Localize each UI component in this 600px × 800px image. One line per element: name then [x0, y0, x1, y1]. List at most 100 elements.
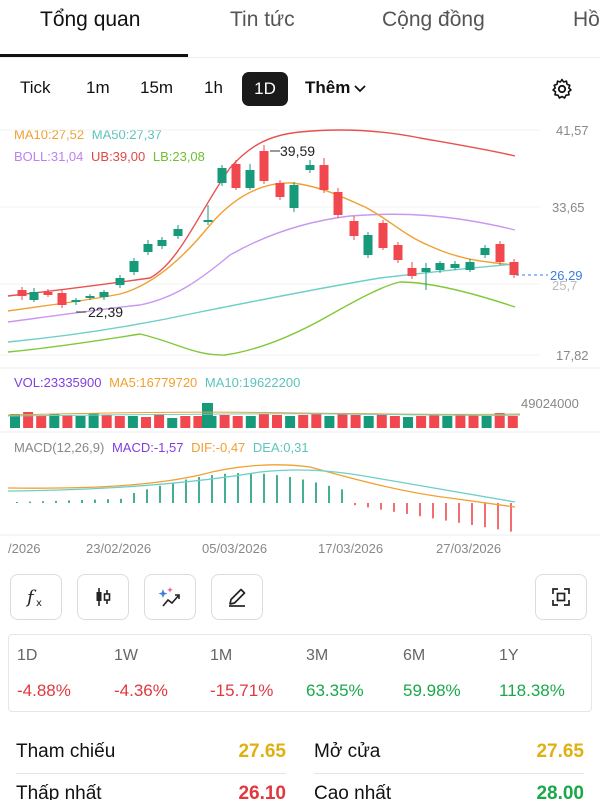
volume-bar: [324, 416, 335, 428]
active-tab-indicator: [0, 54, 188, 57]
volume-bar: [403, 417, 413, 428]
timeframe-more-label: Thêm: [305, 78, 351, 97]
fullscreen-button[interactable]: [535, 574, 587, 620]
volume-bar: [193, 416, 204, 428]
ma10-legend: MA10:27,52: [14, 127, 85, 142]
gear-icon[interactable]: [550, 77, 574, 101]
perf-period: 1M: [210, 647, 233, 664]
date-tick: 27/03/2026: [436, 541, 501, 556]
timeframe-15m[interactable]: 15m: [140, 78, 174, 97]
volume-bar: [311, 413, 322, 428]
volume-bar: [416, 416, 427, 428]
candle-body: [480, 248, 490, 255]
candle-body: [289, 185, 299, 208]
candle-body: [173, 229, 183, 236]
volume-bar: [389, 416, 400, 428]
candle-body: [435, 263, 445, 270]
timeframe-1h[interactable]: 1h: [204, 78, 223, 97]
volume-bar: [258, 414, 269, 428]
timeframe-more-dropdown[interactable]: Thêm: [305, 78, 366, 98]
volume-bar: [245, 416, 256, 428]
perf-period: 1D: [17, 647, 38, 664]
current-price-label: 26,29: [550, 268, 583, 283]
open-price-value: 27.65: [536, 741, 584, 762]
candle-body: [259, 151, 269, 181]
sparkle-chart-icon: [158, 587, 180, 607]
volume-bar: [219, 415, 230, 428]
performance-panel: 1D 1W 1M 3M 6M 1Y -4.88% -4.36% -15.71% …: [8, 634, 592, 712]
candlestick-icon: [96, 588, 111, 606]
volume-legend: VOL:23335900 MA5:16779720 MA10:19622200: [14, 375, 304, 390]
boll-legend: BOLL:31,04 UB:39,00 LB:23,08: [14, 149, 209, 164]
tab-community[interactable]: Cộng đồng: [382, 8, 485, 31]
price-tick: 41,57: [556, 123, 589, 138]
volume-bar: [202, 403, 213, 428]
price-tick: 33,65: [552, 200, 585, 215]
volume-bars: [7, 403, 521, 428]
tab-overview[interactable]: Tổng quan: [40, 8, 141, 31]
perf-value: 118.38%: [499, 681, 565, 700]
timeframe-tick[interactable]: Tick: [20, 78, 51, 97]
bollinger-middle-line: [7, 213, 516, 323]
volume-bar: [442, 416, 453, 428]
price-tick: 17,82: [556, 348, 589, 363]
chevron-down-icon: [354, 84, 366, 92]
volume-bar: [337, 414, 348, 428]
tab-more-partial[interactable]: Hồ: [573, 8, 600, 31]
macd-panel: [7, 464, 516, 532]
volume-bar: [494, 413, 505, 428]
timeframe-1m[interactable]: 1m: [86, 78, 110, 97]
candle-body: [319, 165, 329, 190]
chart-type-button[interactable]: [77, 574, 129, 620]
vol-ma5-legend: MA5:16779720: [109, 375, 198, 390]
open-price-label: Mở cửa: [314, 741, 381, 762]
divider: [314, 773, 584, 774]
volume-bar: [468, 415, 479, 428]
candle-body: [407, 268, 417, 276]
price-chart[interactable]: 41,57 33,65 25,7 17,82 26,29 39,59 22,39…: [0, 110, 600, 560]
perf-period: 3M: [306, 647, 329, 664]
draw-button[interactable]: [211, 574, 263, 620]
timeframe-1d[interactable]: 1D: [242, 72, 288, 106]
low-price-label: Thấp nhất: [16, 783, 102, 800]
candle-body: [85, 296, 95, 298]
ref-price-value: 27.65: [238, 741, 286, 762]
date-tick: 17/03/2026: [318, 541, 383, 556]
volume-bar: [298, 415, 309, 428]
volume-bar: [36, 416, 47, 428]
vol-legend: VOL:23335900: [14, 375, 102, 390]
candle-body: [333, 192, 343, 215]
volume-bar: [350, 415, 361, 428]
volume-bar: [10, 414, 20, 428]
perf-value: 63.35%: [306, 681, 364, 700]
svg-text:x: x: [36, 598, 42, 609]
volume-bar: [167, 418, 178, 428]
date-tick: 23/02/2026: [86, 541, 151, 556]
tab-news[interactable]: Tin tức: [230, 8, 295, 31]
candlesticks: [17, 145, 519, 308]
date-tick: /2026: [8, 541, 41, 556]
volume-bar: [75, 416, 86, 428]
volume-bar: [154, 414, 165, 428]
candle-body: [217, 168, 227, 183]
top-tabs: Tổng quan Tin tức Cộng đồng Hồ: [0, 0, 600, 58]
volume-bar: [481, 416, 492, 428]
volume-bar: [114, 416, 125, 428]
date-tick: 05/03/2026: [202, 541, 267, 556]
perf-period: 1W: [114, 647, 138, 664]
volume-bar: [101, 415, 112, 428]
candle-body: [495, 244, 505, 262]
high-price-label: Cao nhất: [314, 783, 392, 800]
ma50-legend: MA50:27,37: [91, 127, 162, 142]
bollinger-upper-line: [7, 129, 516, 297]
dea-line: [7, 469, 516, 503]
volume-bar: [180, 416, 191, 428]
indicator-button[interactable]: f x: [10, 574, 62, 620]
candle-body: [378, 223, 388, 248]
candle-body: [393, 245, 403, 260]
dif-legend: DIF:-0,47: [191, 440, 246, 455]
ai-pattern-button[interactable]: [144, 574, 196, 620]
perf-value: -15.71%: [210, 681, 274, 700]
candle-body: [363, 235, 373, 255]
candle-body: [450, 264, 460, 268]
